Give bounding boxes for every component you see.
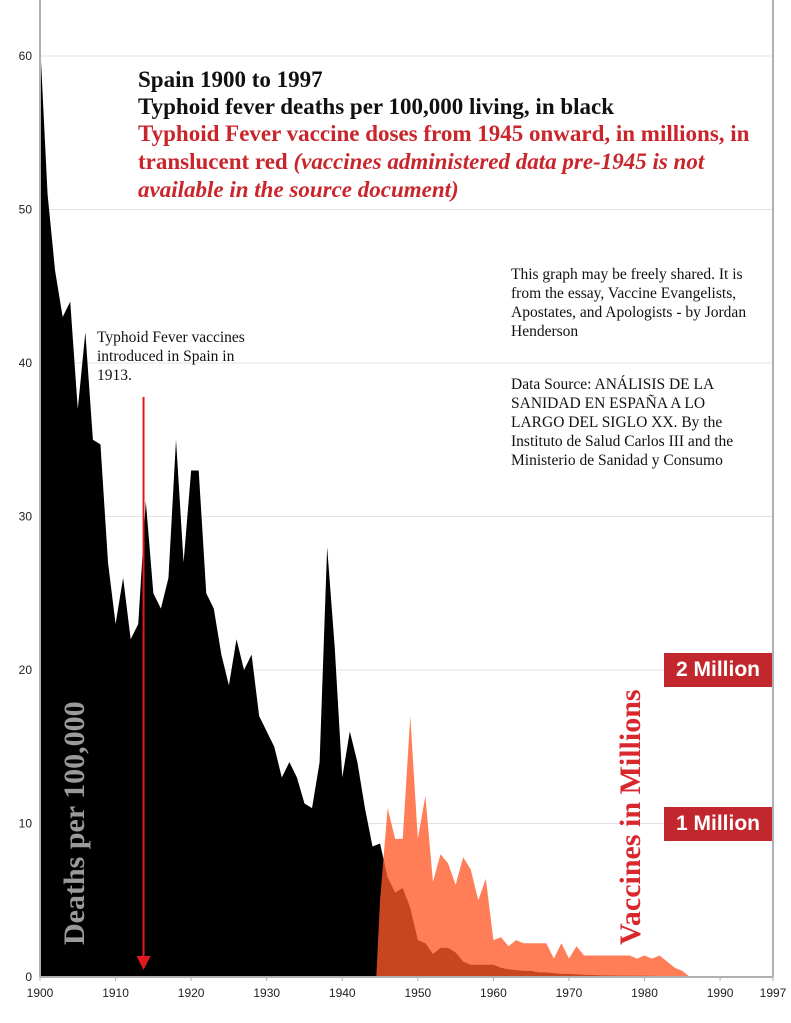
intro-arrow-head bbox=[136, 956, 151, 970]
subtitle-red-italic: (vaccines administered data pre-1945 is … bbox=[138, 149, 705, 202]
y-tick-label: 30 bbox=[19, 510, 33, 524]
subtitle-red-main: Typhoid Fever vaccine doses from 1945 on… bbox=[138, 121, 750, 174]
x-tick-label: 1990 bbox=[707, 986, 734, 1000]
share-note: This graph may be freely shared. It is f… bbox=[511, 266, 747, 340]
y-tick-label: 10 bbox=[19, 817, 33, 831]
x-tick-label: 1940 bbox=[329, 986, 356, 1000]
x-tick-label: 1950 bbox=[404, 986, 431, 1000]
x-tick-label: 1930 bbox=[253, 986, 280, 1000]
chart-title-block: Spain 1900 to 1997 Typhoid fever deaths … bbox=[138, 66, 758, 204]
x-tick-label: 1900 bbox=[27, 986, 54, 1000]
y-tick-label: 20 bbox=[19, 663, 33, 677]
intro-annotation: Typhoid Fever vaccines introduced in Spa… bbox=[97, 329, 245, 384]
y-tick-label: 0 bbox=[25, 970, 32, 984]
x-tick-label: 1970 bbox=[556, 986, 583, 1000]
x-tick-label: 1980 bbox=[631, 986, 658, 1000]
y-tick-label: 40 bbox=[19, 356, 33, 370]
source-note: Data Source: ANÁLISIS DE LA SANIDAD EN E… bbox=[511, 376, 734, 469]
x-tick-label: 1997 bbox=[760, 986, 787, 1000]
y-tick-label: 60 bbox=[19, 49, 33, 63]
axes bbox=[39, 0, 774, 978]
chart-subtitle: Typhoid fever deaths per 100,000 living,… bbox=[138, 94, 615, 119]
chart-subtitle-red: Typhoid Fever vaccine doses from 1945 on… bbox=[138, 120, 758, 204]
x-tick-label: 1910 bbox=[102, 986, 129, 1000]
y-axis-label-vaccines: Vaccines in Millions bbox=[614, 689, 647, 945]
y-axis-label-deaths: Deaths per 100,000 bbox=[58, 701, 91, 945]
vaccines-area bbox=[376, 716, 690, 977]
badge-1-million: 1 Million bbox=[664, 806, 772, 841]
deaths-area bbox=[40, 40, 773, 977]
badge-2-million: 2 Million bbox=[664, 653, 772, 687]
tick-labels: 0 10 20 30 40 50 60 1900 1910 1920 1930 1940 1950 196… bbox=[19, 49, 787, 1000]
chart-title: Spain 1900 to 1997 bbox=[138, 67, 323, 92]
y-tick-label: 50 bbox=[19, 203, 33, 217]
x-tick-label: 1960 bbox=[480, 986, 507, 1000]
x-tick-label: 1920 bbox=[178, 986, 205, 1000]
area-series bbox=[40, 40, 773, 977]
intro-arrow bbox=[136, 397, 151, 970]
